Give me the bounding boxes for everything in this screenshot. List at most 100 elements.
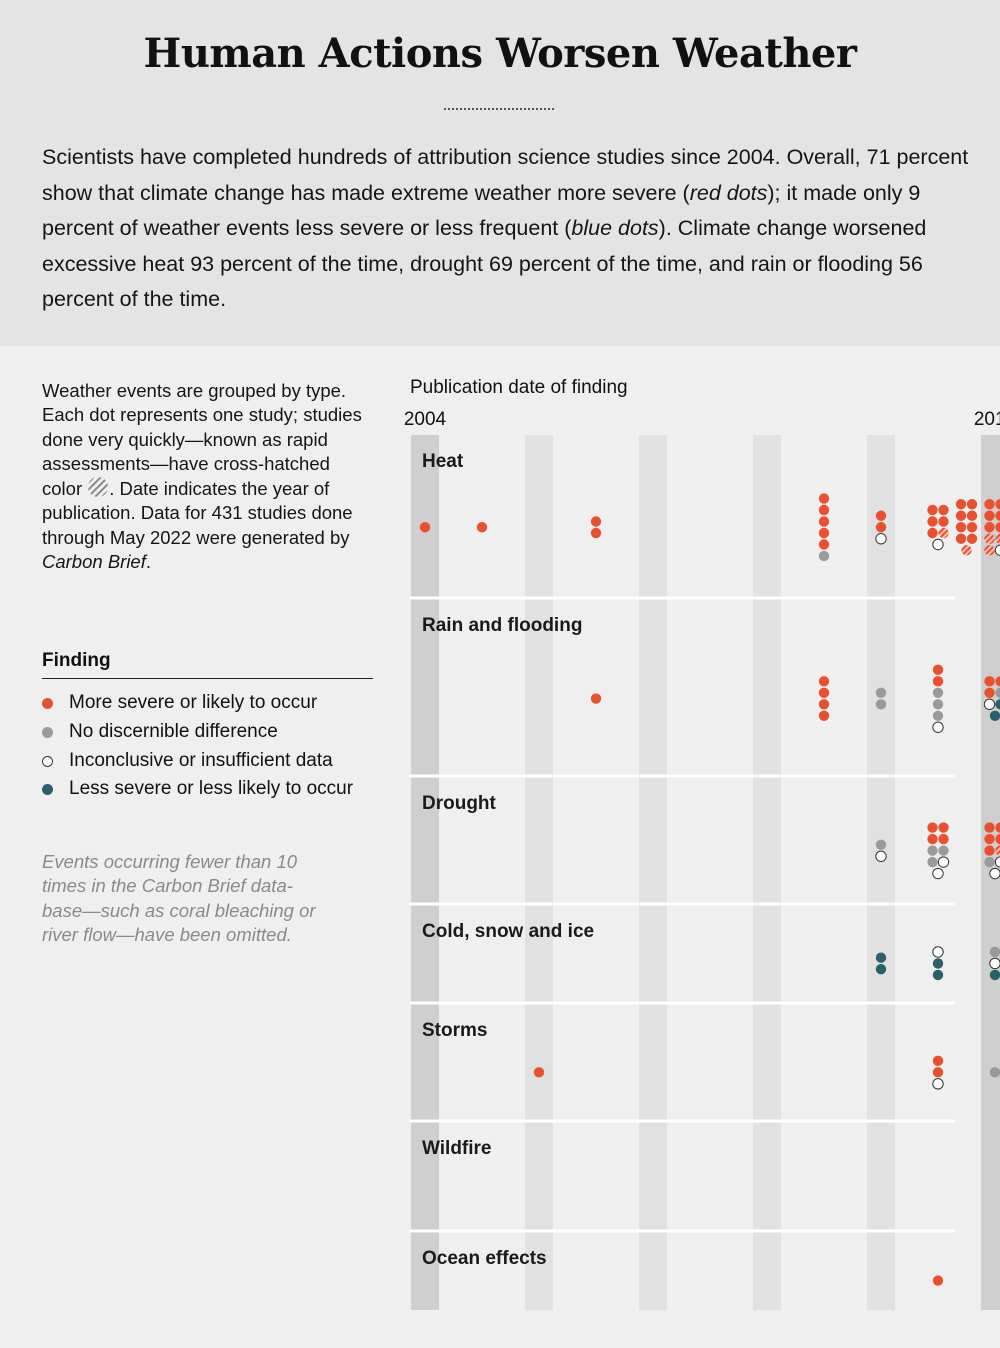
year-band-2006	[525, 435, 553, 1310]
dot-more-severe	[818, 493, 830, 504]
legend-swatch-more	[42, 697, 53, 709]
dot-more-severe	[927, 516, 938, 527]
dot-inconclusive	[875, 850, 887, 862]
dot-more-severe	[476, 522, 488, 533]
dot-more-severe	[927, 527, 938, 539]
dot-more-severe	[984, 845, 995, 856]
dot-more-severe	[955, 499, 967, 510]
panel-label: Drought	[422, 793, 497, 814]
dot-more-severe	[984, 499, 995, 510]
panel-label: Storms	[422, 1020, 487, 1041]
dot-more-severe	[932, 1275, 944, 1286]
legend-swatch-none	[42, 726, 53, 738]
dot-inconclusive	[875, 533, 887, 545]
dot-inconclusive	[994, 856, 1000, 868]
intro-blue-dots: blue dots	[571, 216, 659, 240]
dot-no-difference	[995, 687, 1000, 698]
year-band-2012	[867, 435, 895, 1310]
year-bands	[411, 435, 1000, 1310]
dot-more-severe	[938, 822, 949, 833]
dot-more-severe-rapid	[961, 545, 972, 556]
year-band-2008	[639, 435, 667, 1310]
dot-more-severe	[419, 522, 431, 533]
dot-more-severe	[590, 693, 602, 704]
dot-more-severe	[995, 676, 1000, 687]
omitted-line-4: river flow—have been omitted.	[42, 923, 292, 945]
omitted-note: Events occurring fewer than 10 times in t…	[42, 850, 362, 947]
dot-more-severe	[984, 687, 995, 698]
dot-inconclusive	[989, 957, 1000, 970]
dot-no-difference	[932, 699, 944, 710]
dot-more-severe	[927, 822, 938, 833]
legend-label-none: No discernible difference	[69, 721, 278, 742]
dot-more-severe	[995, 822, 1000, 833]
dot-more-severe	[984, 522, 995, 533]
dot-more-severe	[955, 510, 967, 521]
dot-no-difference	[927, 856, 938, 868]
dot-inconclusive	[994, 544, 1000, 556]
intro-text-1: Scientists have completed hundreds of at…	[42, 145, 969, 205]
year-band-2004	[411, 435, 439, 1310]
legend-label-more: More severe or likely to occur	[69, 692, 318, 713]
dot-no-difference	[932, 687, 944, 698]
panel-storms: Storms	[410, 1001, 1000, 1090]
legend-item-inconclusive: Inconclusive or insufficient data	[42, 750, 333, 772]
panel-label: Rain and flooding	[422, 615, 582, 636]
dot-inconclusive	[937, 856, 950, 868]
dot-more-severe-rapid	[938, 527, 949, 539]
legend-item-more: More severe or likely to occur	[42, 692, 317, 714]
note-source: Carbon Brief	[42, 551, 146, 573]
dot-more-severe	[927, 833, 938, 845]
method-note: Weather events are grouped by type. Each…	[42, 379, 372, 574]
dot-more-severe	[966, 533, 978, 544]
dot-more-severe	[966, 499, 978, 510]
legend-swatch-less	[42, 783, 53, 795]
panel-label: Ocean effects	[422, 1248, 547, 1269]
legend-label-less: Less severe or less likely to occur	[69, 778, 354, 799]
dot-more-severe	[818, 699, 830, 710]
dot-more-severe	[995, 499, 1000, 510]
dot-no-difference	[989, 946, 1000, 958]
legend-swatch-inconclusive	[42, 755, 53, 767]
x-tick-label: 2014	[974, 409, 1000, 430]
dot-less-severe	[989, 710, 1000, 721]
dot-less-severe	[932, 958, 944, 969]
legend-label-inconclusive: Inconclusive or insufficient data	[69, 750, 333, 771]
omitted-line-2: times in the Carbon Brief data-	[42, 875, 293, 897]
dot-less-severe	[875, 963, 887, 975]
dot-more-severe	[984, 822, 995, 833]
year-ticks: 2004201420182022	[404, 409, 1000, 430]
dot-more-severe	[955, 522, 967, 533]
dot-more-severe-rapid	[995, 533, 1000, 544]
chart-axis-title: Publication date of finding	[410, 377, 628, 398]
omitted-line-1: Events occurring fewer than 10	[42, 851, 298, 872]
title-divider	[444, 108, 554, 110]
dot-no-difference	[938, 845, 949, 856]
dot-more-severe	[818, 504, 830, 516]
hatched-swatch-icon	[88, 477, 109, 498]
dot-more-severe	[818, 687, 830, 698]
dot-more-severe	[984, 676, 995, 687]
dot-more-severe	[818, 710, 830, 721]
x-tick-label: 2004	[404, 409, 447, 430]
dot-no-difference	[875, 699, 887, 710]
dot-more-severe	[932, 676, 944, 687]
panel-label: Heat	[422, 451, 464, 472]
omitted-line-3: base—such as coral bleaching or	[42, 899, 316, 921]
dot-no-difference	[932, 710, 944, 721]
dot-less-severe	[875, 952, 887, 963]
dot-more-severe	[955, 533, 967, 544]
dot-more-severe	[932, 664, 944, 675]
dot-inconclusive	[932, 538, 944, 551]
dot-no-difference	[927, 845, 938, 856]
panel-label: Wildfire	[422, 1138, 492, 1159]
dot-no-difference	[818, 550, 830, 562]
note-text-2: . Date indicates the year of publication…	[42, 478, 353, 548]
intro-paragraph: Scientists have completed hundreds of at…	[42, 140, 972, 318]
legend-item-less: Less severe or less likely to occur	[42, 778, 353, 800]
dot-more-severe	[533, 1067, 545, 1078]
dot-more-severe	[938, 504, 949, 516]
dot-more-severe	[590, 527, 602, 539]
dot-more-severe	[932, 1055, 944, 1067]
